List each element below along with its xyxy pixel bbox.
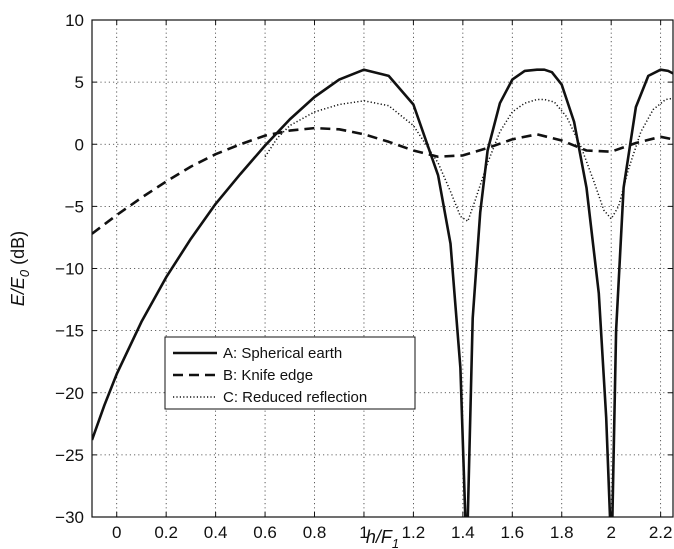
series-group [92, 68, 673, 517]
y-axis-label-main: E/E [8, 276, 28, 306]
x-axis-label: h/F1 [366, 527, 399, 549]
x-tick-label: 1.2 [402, 523, 426, 542]
x-axis-label-main: h/F [366, 527, 393, 547]
x-axis-label-sub: 1 [392, 536, 399, 549]
y-tick-label: −5 [65, 197, 84, 216]
x-tick-label: 0.6 [253, 523, 277, 542]
legend-box [164, 336, 416, 410]
legend-label-b-knife-edge: B: Knife edge [223, 367, 313, 384]
y-tick-label: −15 [55, 322, 84, 341]
x-tick-label: 2 [606, 523, 615, 542]
x-tick-label: 1.8 [550, 523, 574, 542]
legend: A: Spherical earth B: Knife edge C: Reduce… [164, 336, 416, 410]
x-tick-label: 2.2 [649, 523, 673, 542]
x-tick-label: 0.8 [303, 523, 327, 542]
x-tick-label: 0.4 [204, 523, 228, 542]
y-tick-label: −25 [55, 446, 84, 465]
x-tick-label: 0.2 [154, 523, 178, 542]
y-axis-label: E/E0 (dB) [8, 231, 32, 306]
series-line-b-knife-edge [92, 126, 673, 235]
legend-label-c-reduced-reflection: C: Reduced reflection [223, 389, 367, 406]
grid [92, 19, 673, 518]
series-line-a-spherical-earth [92, 68, 673, 517]
y-tick-label: −20 [55, 384, 84, 403]
x-tick-label: 1 [359, 523, 368, 542]
tick-labels: 0 0.2 0.4 0.6 0.8 1 1.2 1.4 1.6 1.8 2 2.2 10 5 0 −5 −10 −… [55, 11, 673, 542]
y-tick-label: 0 [75, 135, 84, 154]
y-tick-label: 5 [75, 73, 84, 92]
legend-label-a-spherical-earth: A: Spherical earth [223, 345, 342, 362]
x-tick-label: 1.4 [451, 523, 475, 542]
y-axis-label-suffix: (dB) [8, 231, 28, 270]
x-tick-label: 1.6 [500, 523, 524, 542]
x-tick-label: 0 [112, 523, 121, 542]
y-tick-label: −30 [55, 508, 84, 527]
y-tick-label: 10 [65, 11, 84, 30]
y-tick-label: −10 [55, 260, 84, 279]
y-axis-label-sub: 0 [17, 269, 32, 277]
series-line-c-reduced-reflection [264, 97, 673, 223]
